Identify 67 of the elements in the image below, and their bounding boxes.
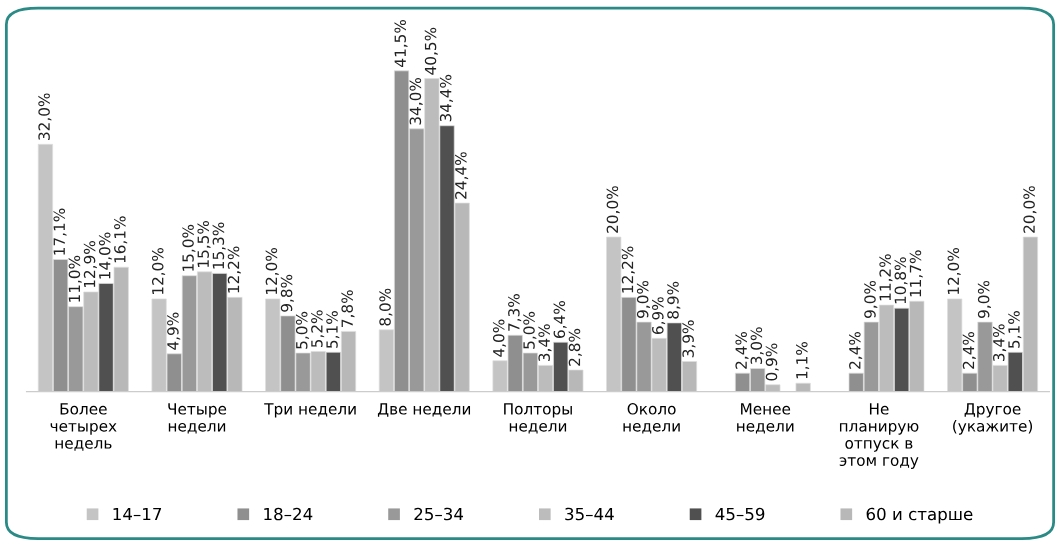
data-label: 9,0% — [636, 280, 651, 318]
legend-label: 25–34 — [414, 507, 464, 521]
data-label: 9,8% — [280, 274, 294, 312]
data-label: 7,8% — [341, 290, 355, 327]
data-label: 6,9% — [652, 297, 666, 335]
data-label: 2,4% — [735, 331, 749, 369]
x-tick-label: Около недели — [623, 403, 680, 434]
data-label: 6,4% — [553, 301, 567, 338]
data-label: 1,1% — [796, 342, 810, 379]
data-label: 15,0% — [182, 224, 196, 271]
data-label: 20,0% — [1023, 186, 1037, 233]
data-label: 12,9% — [83, 241, 97, 288]
data-label: 12,2% — [227, 246, 241, 293]
x-tick-label: Более четырех недель — [50, 403, 117, 451]
x-tick-label: Полторы недели — [504, 403, 572, 434]
data-label: 20,0% — [606, 186, 620, 233]
data-label: 3,4% — [538, 324, 552, 362]
data-label: 16,1% — [114, 216, 128, 263]
data-label: 5,1% — [1008, 311, 1022, 348]
data-label: 8,0% — [379, 288, 393, 326]
legend-label: 14–17 — [113, 507, 162, 521]
data-label: 34,0% — [409, 77, 423, 125]
data-label: 41,5% — [394, 19, 408, 67]
data-label: 11,7% — [909, 250, 923, 297]
data-label: 0,9% — [765, 343, 779, 381]
legend-label: 45–59 — [715, 507, 765, 521]
data-label: 34,4% — [439, 74, 454, 122]
data-label: 9,0% — [864, 280, 878, 318]
data-label: 5,2% — [311, 310, 325, 348]
data-label: 12,0% — [151, 248, 166, 295]
data-label: 17,1% — [53, 208, 67, 255]
data-label: 4,9% — [167, 312, 181, 350]
data-label: 15,3% — [212, 222, 226, 269]
data-label: 8,9% — [667, 281, 681, 319]
x-tick-label: Другое (укажите) — [953, 403, 1033, 435]
data-label: 4,0% — [492, 319, 507, 357]
x-tick-label: Не планирую отпуск в этом году — [839, 403, 919, 469]
data-label: 10,8% — [894, 257, 908, 304]
data-label: 32,0% — [38, 93, 52, 140]
data-label: 14,0% — [98, 232, 113, 279]
data-label: 2,4% — [849, 331, 863, 369]
data-label: 2,4% — [962, 331, 976, 369]
data-label: 9,0% — [977, 280, 991, 318]
data-label: 3,9% — [682, 320, 696, 358]
data-label: 11,0% — [68, 255, 82, 302]
data-label: 5,0% — [523, 311, 537, 349]
legend-label: 35–44 — [565, 507, 614, 521]
x-tick-label: Три недели — [264, 403, 356, 418]
x-tick-label: Менее недели — [737, 403, 794, 434]
data-label: 7,3% — [508, 294, 522, 331]
data-label: 5,0% — [295, 311, 310, 349]
bar — [795, 382, 811, 392]
data-label: 12,0% — [947, 248, 961, 295]
data-label: 15,5% — [197, 220, 211, 267]
data-label: 12,0% — [265, 248, 279, 295]
data-label: 3,0% — [750, 327, 764, 365]
data-label: 40,5% — [424, 27, 438, 75]
data-label: 2,8% — [568, 328, 582, 366]
legend-label: 60 и старше — [866, 507, 973, 524]
data-label: 5,1% — [326, 311, 340, 348]
data-label: 3,4% — [993, 324, 1007, 362]
data-label: 11,2% — [879, 254, 893, 301]
legend-label: 18–24 — [264, 507, 313, 521]
data-label: 12,2% — [621, 246, 635, 293]
data-label: 24,4% — [455, 152, 469, 199]
x-tick-label: Четыре недели — [168, 403, 227, 434]
x-tick-label: Две недели — [377, 403, 471, 417]
